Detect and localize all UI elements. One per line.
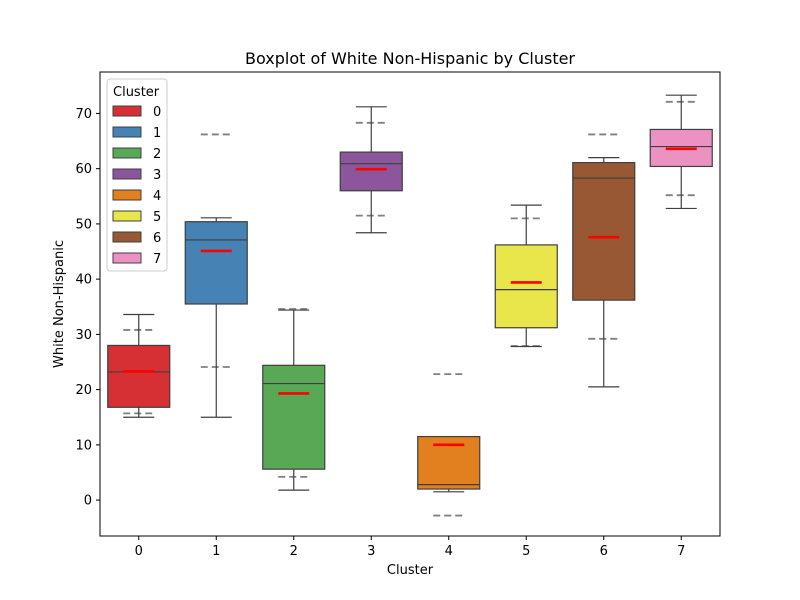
plot-area — [107, 94, 713, 517]
plot-frame — [99, 71, 721, 537]
legend-label-3: 3 — [153, 168, 161, 183]
box-5 — [494, 244, 558, 329]
x-tick-label: 5 — [522, 544, 530, 559]
legend-swatch-4 — [112, 189, 142, 201]
x-tick-label: 0 — [135, 544, 143, 559]
legend-swatch-6 — [112, 231, 142, 243]
legend-label-0: 0 — [153, 105, 161, 120]
box-group-2 — [262, 308, 326, 491]
legend-label-6: 6 — [153, 231, 161, 246]
legend-title: Cluster — [113, 85, 160, 100]
box-group-0 — [107, 313, 171, 418]
x-tick-label: 7 — [677, 544, 685, 559]
box-group-4 — [417, 373, 481, 517]
x-tick-label: 1 — [212, 544, 220, 559]
y-tick-label: 20 — [75, 383, 92, 398]
x-axis-label: Cluster — [387, 563, 434, 578]
legend-swatch-7 — [112, 252, 142, 264]
legend-swatch-0 — [112, 105, 142, 117]
legend-swatch-5 — [112, 210, 142, 222]
legend-label-2: 2 — [153, 147, 161, 162]
y-tick-label: 10 — [75, 438, 92, 453]
x-tick-label: 6 — [600, 544, 608, 559]
chart-title: Boxplot of White Non-Hispanic by Cluster — [245, 49, 575, 68]
box-group-3 — [339, 106, 403, 234]
box-group-5 — [494, 204, 558, 348]
box-group-1 — [184, 133, 248, 418]
legend-label-5: 5 — [153, 210, 161, 225]
legend-swatch-1 — [112, 126, 142, 138]
y-tick-label: 30 — [75, 328, 92, 343]
legend-swatch-2 — [112, 147, 142, 159]
y-tick-label: 50 — [75, 217, 92, 232]
y-tick-label: 40 — [75, 273, 92, 288]
legend-label-7: 7 — [153, 252, 161, 267]
legend-label-4: 4 — [153, 189, 161, 204]
y-tick-label: 60 — [75, 162, 92, 177]
legend-swatch-3 — [112, 168, 142, 180]
x-tick-label: 3 — [367, 544, 375, 559]
box-group-7 — [649, 94, 713, 210]
y-tick-label: 0 — [84, 494, 92, 509]
box-group-6 — [572, 133, 636, 388]
y-tick-label: 70 — [75, 107, 92, 122]
box-6 — [572, 161, 636, 301]
box-3 — [339, 151, 403, 192]
legend: Cluster 0 1 2 3 4 5 6 7 — [106, 78, 168, 272]
legend-label-1: 1 — [153, 126, 161, 141]
box-0 — [107, 344, 171, 408]
x-tick-label: 4 — [445, 544, 453, 559]
y-axis-label: White Non-Hispanic — [52, 240, 67, 368]
box-1 — [184, 221, 248, 305]
box-2 — [262, 364, 326, 470]
x-tick-label: 2 — [290, 544, 298, 559]
